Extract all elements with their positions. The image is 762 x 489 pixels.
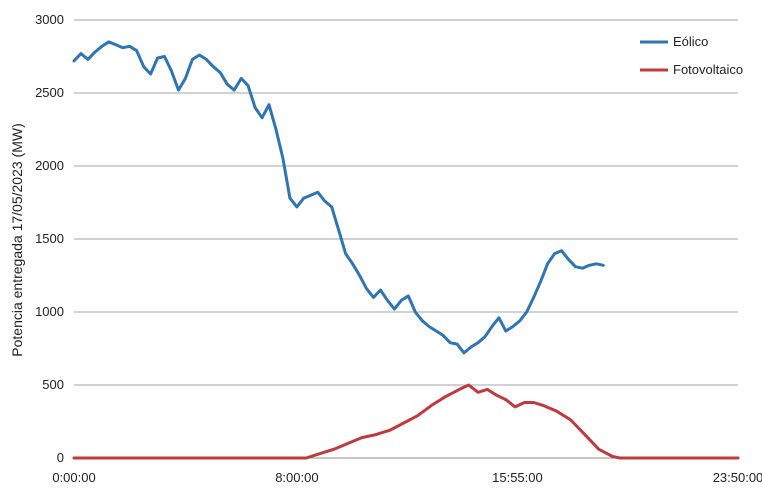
y-tick-label: 1500: [35, 231, 64, 246]
y-tick-label: 0: [57, 450, 64, 465]
y-tick-label: 2000: [35, 158, 64, 173]
legend: Eólico Fotovoltaico: [640, 34, 743, 77]
y-tick-label: 500: [42, 377, 64, 392]
x-tick-label: 8:00:00: [275, 470, 318, 485]
y-tick-label: 1000: [35, 304, 64, 319]
gridlines: [74, 19, 738, 386]
x-axis-ticks: 0:00:00 8:00:00 15:55:00 23:50:00: [52, 470, 762, 485]
series-line-fotovoltaico: [72, 383, 740, 460]
series-lines: [72, 40, 740, 460]
x-tick-label: 0:00:00: [52, 470, 95, 485]
legend-label: Fotovoltaico: [673, 62, 743, 77]
y-axis-ticks: 0 500 1000 1500 2000 2500 3000: [35, 12, 64, 465]
legend-label: Eólico: [673, 34, 708, 49]
x-tick-label: 15:55:00: [492, 470, 543, 485]
series-line-eolico: [72, 40, 605, 355]
y-tick-label: 3000: [35, 12, 64, 27]
x-tick-label: 23:50:00: [713, 470, 762, 485]
y-tick-label: 2500: [35, 85, 64, 100]
y-axis-label: Potencia entregada 17/05/2023 (MW): [9, 123, 25, 356]
